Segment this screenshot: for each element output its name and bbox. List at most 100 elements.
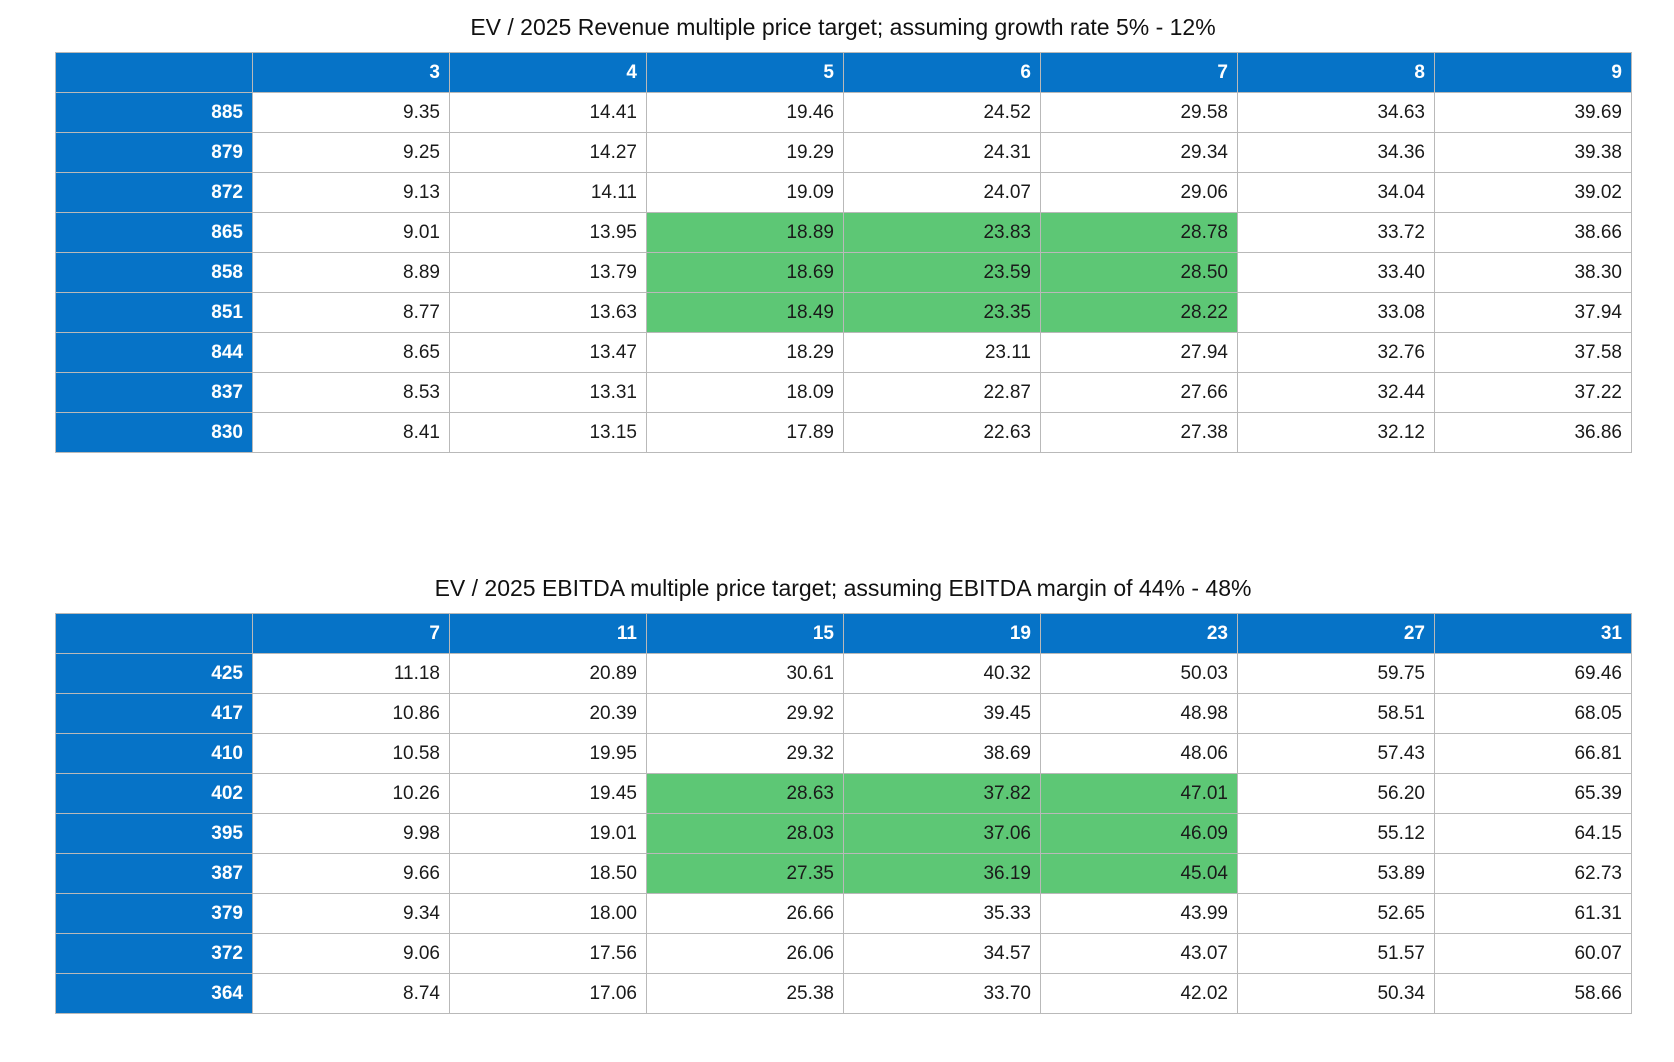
value-cell: 19.46 [646,92,844,133]
value-cell: 10.86 [252,693,450,734]
value-cell: 27.66 [1040,372,1238,413]
value-cell: 33.72 [1237,212,1435,253]
row-header: 395 [55,813,253,854]
table-row: 830 8.41 13.15 17.89 22.63 27.38 32.12 36.86 [55,412,1632,453]
row-header: 885 [55,92,253,133]
value-cell: 17.06 [449,973,647,1014]
value-cell: 38.69 [843,733,1041,774]
value-cell: 18.00 [449,893,647,934]
value-cell: 9.34 [252,893,450,934]
row-header: 364 [55,973,253,1014]
value-cell: 39.38 [1434,132,1632,173]
highlighted-value-cell: 37.06 [843,813,1041,854]
value-cell: 33.08 [1237,292,1435,333]
value-cell: 32.76 [1237,332,1435,373]
value-cell: 13.79 [449,252,647,293]
table-row: 387 9.66 18.50 27.35 36.19 45.04 53.89 62.73 [55,853,1632,894]
value-cell: 37.22 [1434,372,1632,413]
value-cell: 23.11 [843,332,1041,373]
value-cell: 48.06 [1040,733,1238,774]
value-cell: 9.13 [252,172,450,213]
value-cell: 55.12 [1237,813,1435,854]
table-row: 851 8.77 13.63 18.49 23.35 28.22 33.08 37.94 [55,292,1632,333]
table-row: 379 9.34 18.00 26.66 35.33 43.99 52.65 61.31 [55,893,1632,934]
table-row: 879 9.25 14.27 19.29 24.31 29.34 34.36 39.38 [55,132,1632,173]
ebitda-multiple-table-block: EV / 2025 EBITDA multiple price target; … [55,561,1632,1014]
row-header: 844 [55,332,253,373]
value-cell: 65.39 [1434,773,1632,814]
table-title: EV / 2025 Revenue multiple price target;… [470,14,1216,40]
value-cell: 13.63 [449,292,647,333]
value-cell: 29.92 [646,693,844,734]
value-cell: 8.89 [252,252,450,293]
value-cell: 29.32 [646,733,844,774]
value-cell: 22.87 [843,372,1041,413]
corner-cell [55,52,253,93]
value-cell: 27.38 [1040,412,1238,453]
value-cell: 60.07 [1434,933,1632,974]
table-row: 837 8.53 13.31 18.09 22.87 27.66 32.44 37.22 [55,372,1632,413]
value-cell: 33.70 [843,973,1041,1014]
value-cell: 13.15 [449,412,647,453]
value-cell: 20.89 [449,653,647,694]
highlighted-value-cell: 28.22 [1040,292,1238,333]
value-cell: 24.31 [843,132,1041,173]
highlighted-value-cell: 37.82 [843,773,1041,814]
value-cell: 34.36 [1237,132,1435,173]
value-cell: 13.31 [449,372,647,413]
value-cell: 19.45 [449,773,647,814]
table-row: 417 10.86 20.39 29.92 39.45 48.98 58.51 68.05 [55,693,1632,734]
value-cell: 34.57 [843,933,1041,974]
table-row: 372 9.06 17.56 26.06 34.57 43.07 51.57 60.07 [55,933,1632,974]
row-header: 858 [55,252,253,293]
row-header: 410 [55,733,253,774]
value-cell: 40.32 [843,653,1041,694]
value-cell: 57.43 [1237,733,1435,774]
highlighted-value-cell: 27.35 [646,853,844,894]
table-row: 844 8.65 13.47 18.29 23.11 27.94 32.76 37.58 [55,332,1632,373]
value-cell: 18.09 [646,372,844,413]
value-cell: 29.34 [1040,132,1238,173]
value-cell: 9.25 [252,132,450,173]
value-cell: 14.41 [449,92,647,133]
value-cell: 19.01 [449,813,647,854]
column-header: 6 [843,52,1041,93]
table-title: EV / 2025 EBITDA multiple price target; … [434,575,1252,601]
table-row: 395 9.98 19.01 28.03 37.06 46.09 55.12 64.15 [55,813,1632,854]
value-cell: 38.66 [1434,212,1632,253]
value-cell: 36.86 [1434,412,1632,453]
highlighted-value-cell: 23.59 [843,252,1041,293]
value-cell: 13.95 [449,212,647,253]
column-header: 8 [1237,52,1435,93]
value-cell: 11.18 [252,653,450,694]
value-cell: 10.26 [252,773,450,814]
value-cell: 58.51 [1237,693,1435,734]
value-cell: 9.01 [252,212,450,253]
table-row: 858 8.89 13.79 18.69 23.59 28.50 33.40 38.30 [55,252,1632,293]
value-cell: 18.29 [646,332,844,373]
value-cell: 34.63 [1237,92,1435,133]
highlighted-value-cell: 23.35 [843,292,1041,333]
value-cell: 59.75 [1237,653,1435,694]
value-cell: 42.02 [1040,973,1238,1014]
ebitda-multiple-table: 7 11 15 19 23 27 31 425 11.18 20.89 30.61 40.32 50.0… [55,613,1632,1014]
revenue-multiple-table-block: EV / 2025 Revenue multiple price target;… [55,0,1632,453]
value-cell: 17.89 [646,412,844,453]
revenue-multiple-table: 3 4 5 6 7 8 9 885 9.35 14.41 19.46 24.52 29.58 34.63 3… [55,52,1632,453]
value-cell: 9.66 [252,853,450,894]
header-row: 7 11 15 19 23 27 31 [55,613,1632,654]
value-cell: 9.35 [252,92,450,133]
row-header: 830 [55,412,253,453]
highlighted-value-cell: 28.78 [1040,212,1238,253]
value-cell: 69.46 [1434,653,1632,694]
value-cell: 20.39 [449,693,647,734]
value-cell: 50.03 [1040,653,1238,694]
value-cell: 48.98 [1040,693,1238,734]
row-header: 879 [55,132,253,173]
value-cell: 39.45 [843,693,1041,734]
value-cell: 18.50 [449,853,647,894]
value-cell: 19.09 [646,172,844,213]
row-header: 872 [55,172,253,213]
column-header: 4 [449,52,647,93]
